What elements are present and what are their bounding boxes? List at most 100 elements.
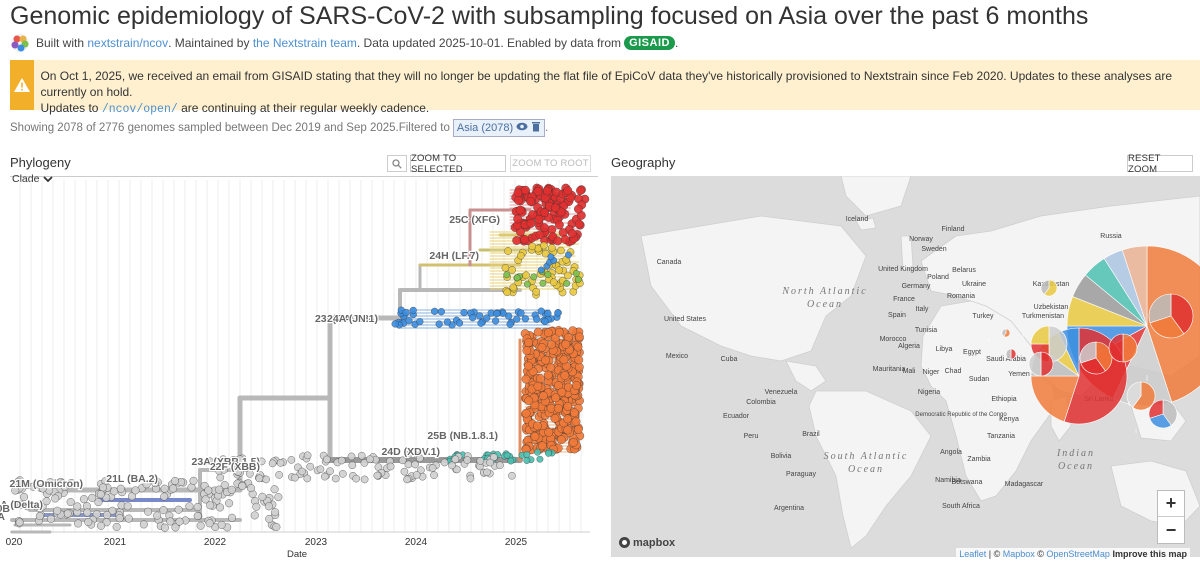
map-label: Paraguay: [786, 471, 816, 478]
banner-line-2-suffix: are continuing at their regular weekly c…: [181, 101, 429, 115]
tip: [514, 189, 522, 197]
map-label: Madagascar: [1005, 481, 1044, 488]
tip: [534, 382, 542, 390]
tip: [97, 490, 105, 498]
tip: [557, 435, 565, 443]
tip: [521, 235, 529, 243]
tip: [545, 450, 551, 456]
banner-line-2-prefix: Updates to: [40, 101, 98, 115]
tip: [492, 318, 499, 325]
date-grid: [10, 180, 590, 532]
tip: [464, 456, 471, 463]
map-label: Morocco: [880, 336, 907, 343]
tip: [531, 274, 537, 280]
tip: [140, 521, 148, 529]
tip: [524, 281, 530, 287]
ocean-label: Ocean: [807, 299, 843, 310]
tip: [561, 235, 569, 243]
date-tick-label: 2023: [305, 537, 328, 548]
ocean-label: South Atlantic: [824, 451, 909, 462]
leaflet-link[interactable]: Leaflet: [959, 549, 986, 559]
map-label: Egypt: [963, 349, 981, 356]
tip: [548, 244, 555, 251]
clade-label: 24A (JN.1): [327, 313, 378, 325]
tip: [304, 452, 311, 459]
mapbox-logo[interactable]: mapbox: [618, 536, 675, 549]
zoom-out-button[interactable]: −: [1158, 517, 1184, 543]
gisaid-logo[interactable]: GISAID: [624, 36, 675, 50]
tip: [522, 272, 529, 279]
region-pie[interactable]: [1029, 352, 1053, 376]
region-pie[interactable]: [1149, 294, 1193, 338]
map-label: Colombia: [746, 399, 776, 406]
tip: [554, 404, 562, 412]
tip: [206, 520, 214, 528]
trash-icon[interactable]: [531, 121, 541, 135]
tip: [477, 457, 484, 464]
map-label: Iceland: [846, 216, 869, 223]
tip: [575, 220, 583, 228]
tip: [361, 476, 368, 483]
tip: [167, 518, 175, 526]
tip: [547, 363, 555, 371]
team-link[interactable]: the Nextstrain team: [253, 36, 357, 50]
tip: [522, 409, 530, 417]
nextstrain-logo-icon[interactable]: [10, 33, 30, 53]
geography-map[interactable]: Iceland Norway Finland Sweden Russia Canada Un…: [611, 176, 1200, 557]
tip: [217, 474, 224, 481]
improve-map-link[interactable]: Improve this map: [1112, 549, 1187, 559]
tip: [176, 518, 184, 526]
tip: [339, 470, 346, 477]
tip: [540, 242, 547, 249]
ocean-label: Ocean: [848, 464, 884, 475]
eye-icon[interactable]: [516, 122, 528, 134]
filter-chip-asia[interactable]: Asia (2078): [453, 119, 545, 137]
tip: [514, 275, 520, 281]
region-pie[interactable]: [1002, 329, 1010, 337]
osm-link[interactable]: OpenStreetMap: [1046, 549, 1110, 559]
region-pie[interactable]: [1127, 382, 1155, 410]
phylogeny-tree[interactable]: 25C (XFG) 24H (LF.7) 23I (BA.2.86)24A (JN.…: [0, 170, 600, 563]
tip: [504, 289, 511, 296]
tip: [514, 196, 522, 204]
map-label: Angola: [940, 449, 962, 456]
region-pie[interactable]: [1006, 349, 1016, 359]
tip: [483, 315, 490, 322]
tip: [483, 469, 490, 476]
tip: [47, 515, 55, 523]
tip: [560, 356, 568, 364]
tip: [461, 309, 468, 316]
region-pie[interactable]: [1080, 342, 1112, 374]
tip: [524, 338, 532, 346]
map-label: Tanzania: [987, 433, 1015, 440]
region-pie[interactable]: [1149, 400, 1177, 428]
mapbox-link[interactable]: Mapbox: [1003, 549, 1035, 559]
tip: [275, 493, 283, 501]
map-label: Finland: [942, 226, 965, 233]
tip: [413, 471, 420, 478]
banner-line-2: Updates to /ncov/open/ are continuing at…: [40, 100, 1194, 118]
tip: [535, 215, 543, 223]
zoom-in-button[interactable]: +: [1158, 491, 1184, 517]
tip: [88, 494, 96, 502]
region-pie[interactable]: [1109, 334, 1137, 362]
build-link[interactable]: nextstrain/ncov: [87, 36, 168, 50]
tip: [534, 328, 542, 336]
tip: [513, 215, 521, 223]
ncov-open-link[interactable]: /ncov/open/: [102, 103, 178, 116]
tip: [524, 451, 530, 457]
map-label: Italy: [916, 306, 929, 313]
tip: [572, 381, 580, 389]
tip: [533, 316, 540, 323]
tip: [524, 457, 530, 463]
tip: [206, 501, 214, 509]
region-pie[interactable]: [1041, 280, 1057, 296]
map-label: Tunisia: [915, 327, 937, 334]
tip: [527, 219, 535, 227]
reset-zoom-button[interactable]: RESET ZOOM: [1127, 155, 1193, 172]
map-label: Belarus: [952, 267, 976, 274]
tip: [564, 186, 572, 194]
tip: [522, 375, 530, 383]
tip: [516, 206, 524, 214]
tip: [74, 520, 82, 528]
